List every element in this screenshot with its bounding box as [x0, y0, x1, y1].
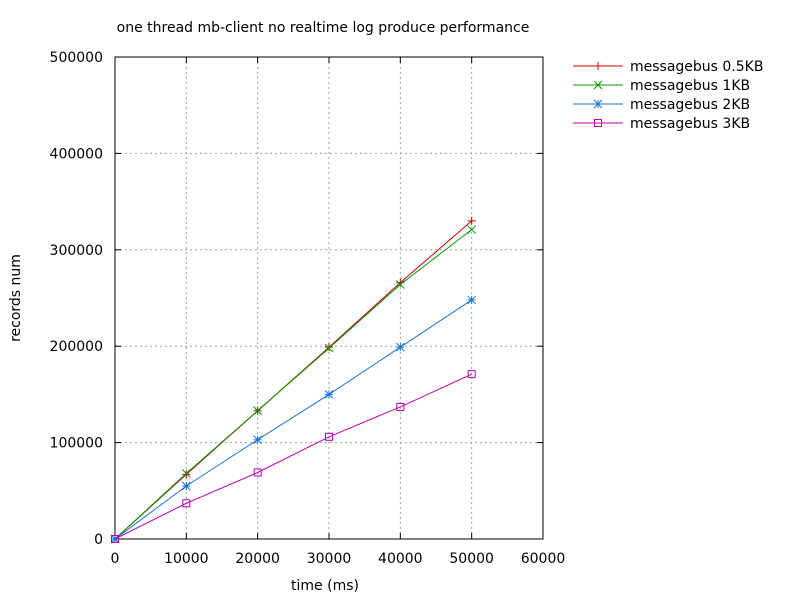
- chart-title: one thread mb-client no realtime log pro…: [117, 20, 530, 36]
- series-4: [111, 370, 476, 543]
- x-tick-label: 50000: [449, 551, 494, 567]
- data-point-cross: [181, 469, 191, 478]
- gridlines: [115, 57, 543, 539]
- x-tick-label: 20000: [235, 551, 280, 567]
- data-point-square: [182, 499, 191, 508]
- y-tick-label: 400000: [50, 146, 103, 162]
- legend-label: messagebus 2KB: [630, 97, 750, 113]
- legend-label: messagebus 0.5KB: [630, 59, 763, 75]
- series-line: [114, 229, 473, 540]
- data-point-star: [253, 435, 263, 445]
- data-point-square: [396, 402, 405, 411]
- legend-entry: messagebus 1KB: [573, 78, 750, 94]
- data-point-square: [594, 119, 602, 127]
- data-point-star: [395, 342, 405, 352]
- data-point-plus: [467, 216, 476, 225]
- y-tick-label: 500000: [50, 50, 103, 66]
- data-point-cross: [253, 406, 263, 416]
- legend-entry: messagebus 3KB: [573, 116, 750, 132]
- legend-label: messagebus 3KB: [630, 116, 750, 132]
- y-tick-label: 100000: [50, 436, 103, 452]
- legend: messagebus 0.5KB messagebus 1KB messagebus…: [573, 59, 763, 132]
- data-point-star: [467, 295, 477, 305]
- data-point-star: [181, 481, 191, 491]
- x-axis-label: time (ms): [291, 578, 359, 594]
- data-point-square: [253, 468, 262, 477]
- series-line: [114, 373, 472, 540]
- series-layer: [110, 216, 477, 544]
- data-point-star: [324, 390, 334, 399]
- data-point-square: [111, 535, 119, 543]
- x-tick-label: 30000: [307, 551, 352, 567]
- data-point-plus: [182, 470, 191, 479]
- legend-entry: messagebus 0.5KB: [573, 59, 763, 75]
- series-line: [114, 299, 472, 540]
- legend-label: messagebus 1KB: [630, 78, 750, 94]
- x-tick-label: 0: [111, 551, 120, 567]
- data-point-cross: [324, 343, 334, 353]
- data-point-cross: [395, 280, 405, 289]
- y-tick-label: 0: [94, 532, 103, 548]
- data-point-cross: [467, 225, 477, 234]
- data-point-plus: [325, 343, 333, 352]
- x-tick-label: 60000: [521, 551, 566, 567]
- data-point-plus: [594, 62, 602, 70]
- series-3: [110, 295, 477, 544]
- legend-entry: messagebus 2KB: [573, 97, 750, 113]
- x-tick-label: 10000: [164, 551, 209, 567]
- y-axis-label: records num: [8, 254, 24, 342]
- data-point-square: [325, 432, 333, 441]
- series-2: [110, 225, 477, 544]
- x-tick-label: 40000: [378, 551, 423, 567]
- axis-ticks: 0 10000 20000 30000 40000 50000 60000 0 100000 20…: [50, 50, 566, 567]
- data-point-square: [467, 370, 476, 379]
- y-tick-label: 300000: [50, 243, 103, 259]
- y-tick-label: 200000: [50, 339, 103, 355]
- data-point-cross: [593, 80, 603, 90]
- data-point-star: [593, 99, 603, 109]
